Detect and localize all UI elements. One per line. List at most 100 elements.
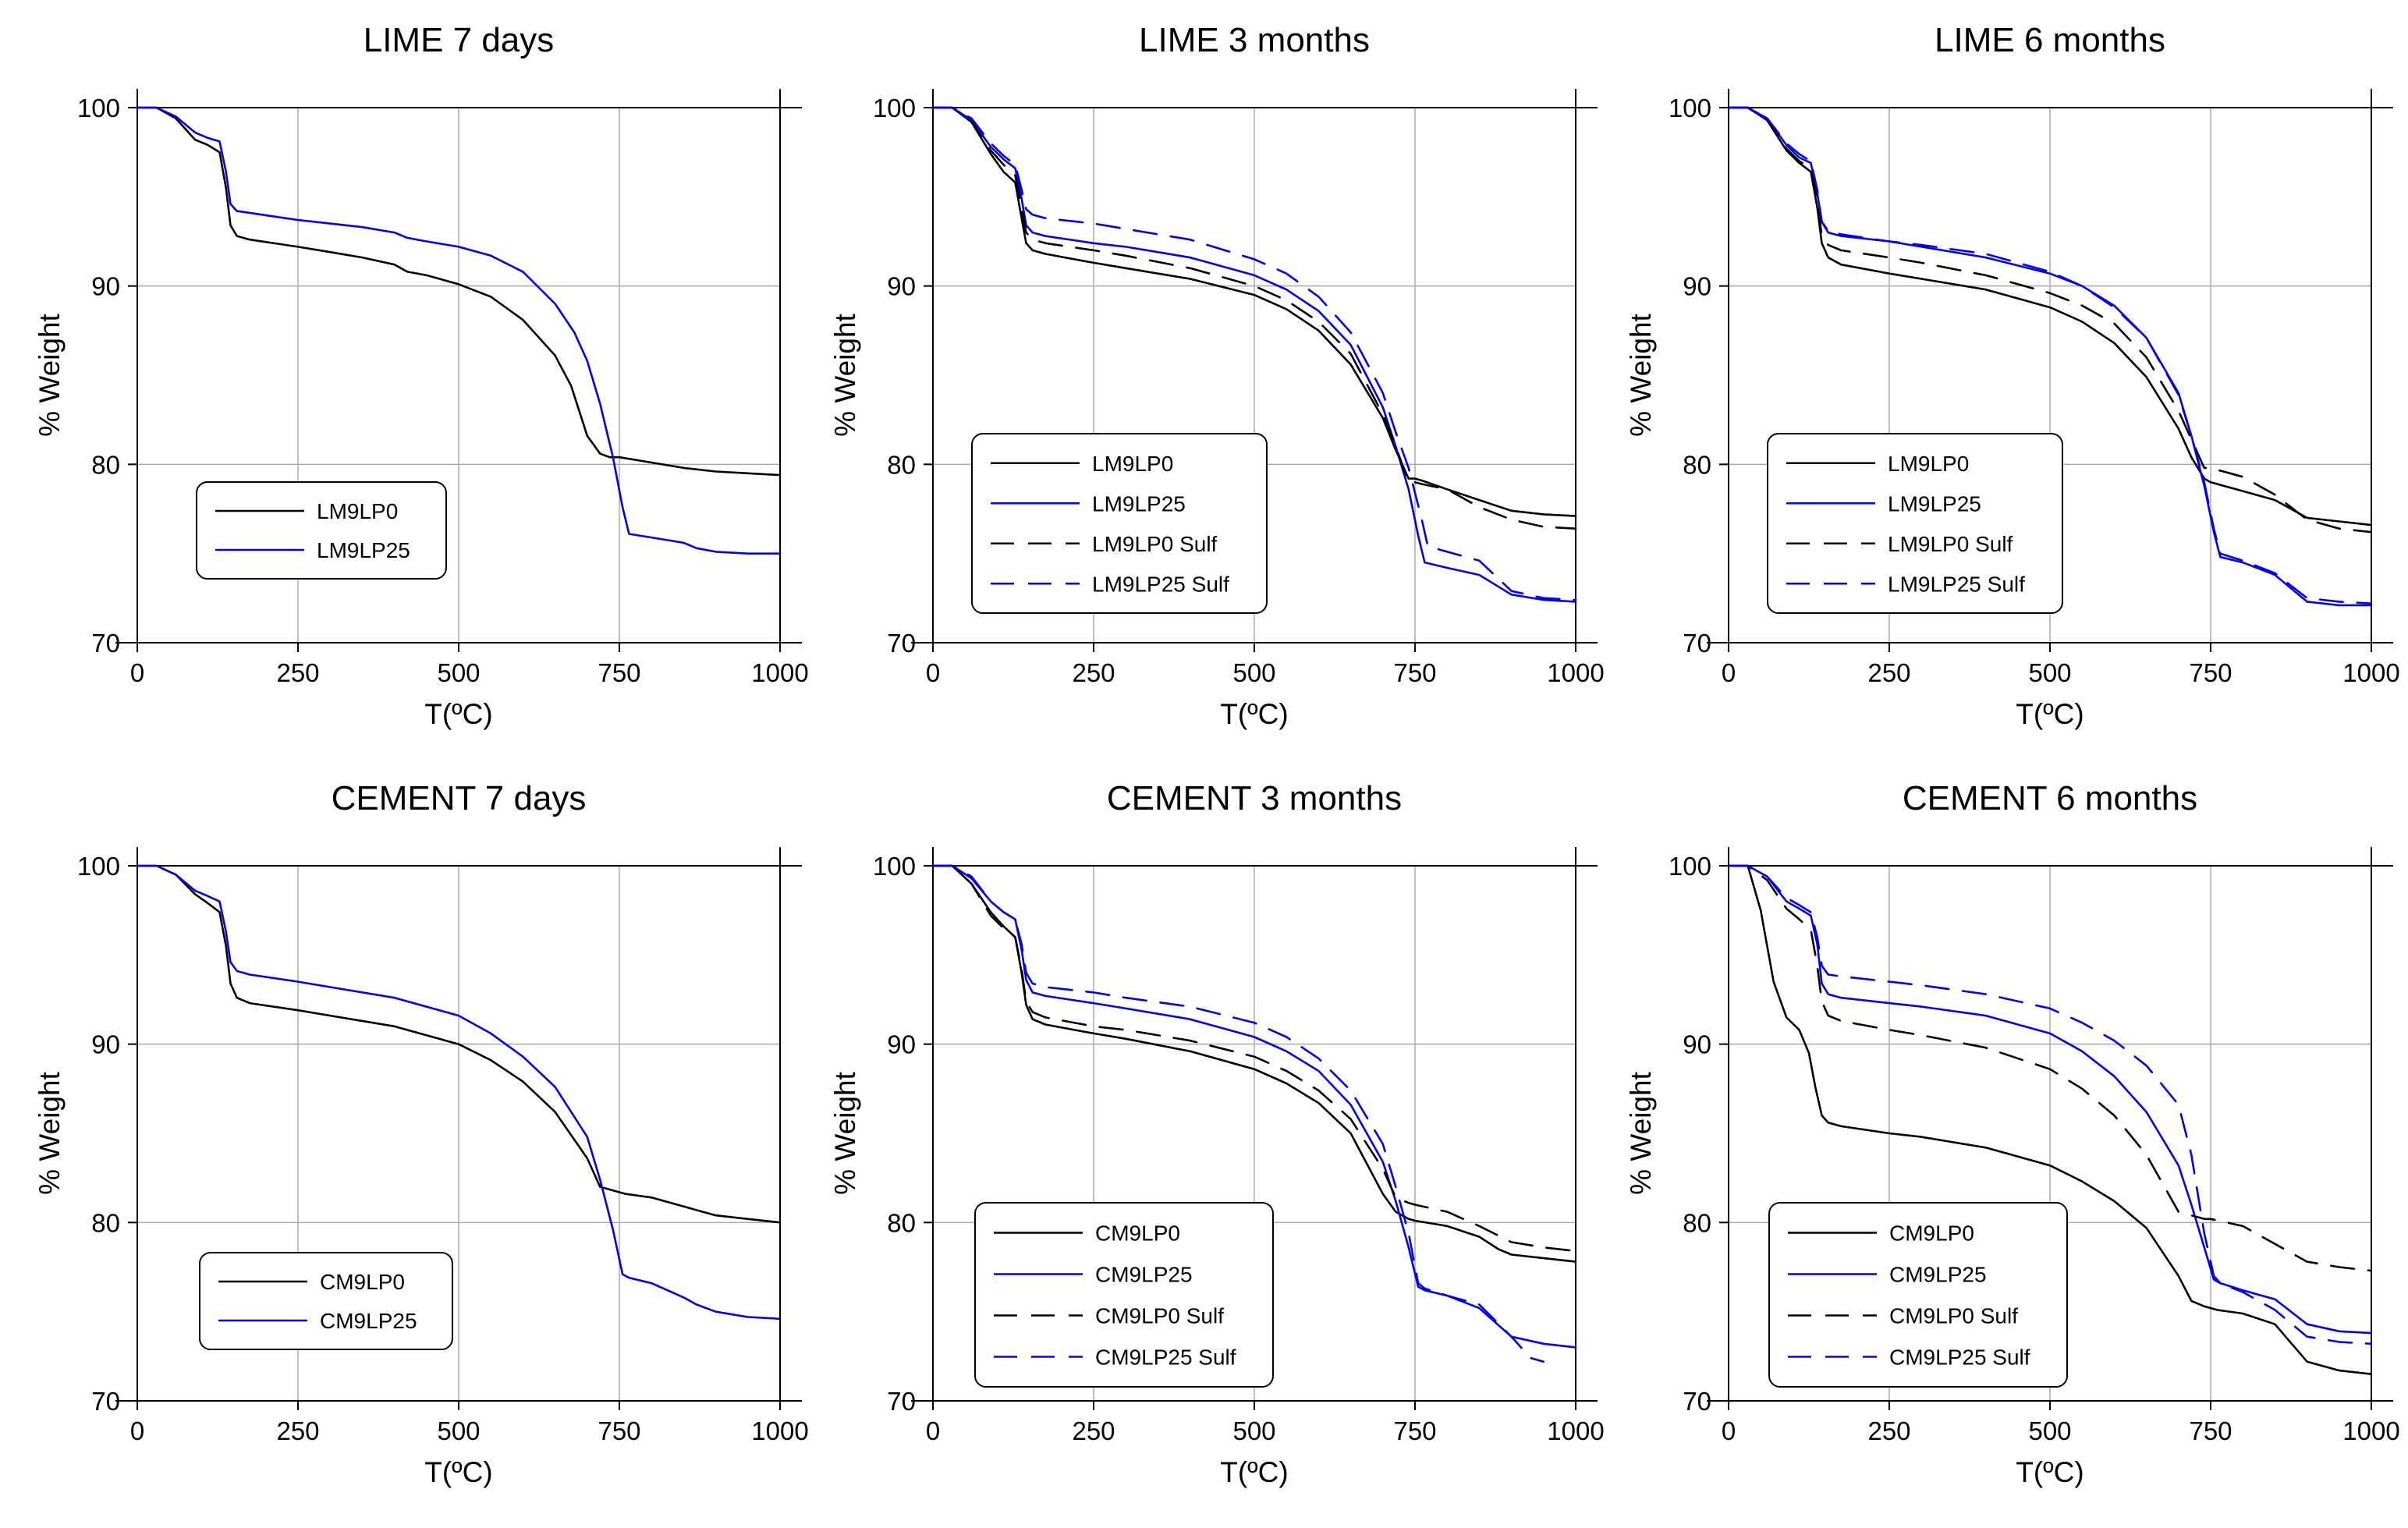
chart-panel-3: 0 250 500 750 1000 70 80 90 100 LIME 6 months T(ºC… xyxy=(1625,21,2400,730)
y-axis-label: % Weight xyxy=(1625,313,1657,436)
y-tick-label: 80 xyxy=(1683,450,1711,479)
chart-panel-2: 0 250 500 750 1000 70 80 90 100 LIME 3 months T(ºC… xyxy=(829,21,1605,730)
x-tick-label: 750 xyxy=(1393,1416,1436,1445)
y-tick-label: 100 xyxy=(77,94,120,122)
x-tick-label: 500 xyxy=(437,658,480,687)
x-axis-label: T(ºC) xyxy=(2016,698,2084,730)
y-axis-label: % Weight xyxy=(34,313,66,436)
legend-label: LM9LP0 xyxy=(1888,452,1969,476)
chart-title: LIME 7 days xyxy=(364,21,555,59)
y-tick-label: 90 xyxy=(1683,272,1711,301)
x-tick-label: 0 xyxy=(1722,1416,1736,1445)
x-tick-label: 0 xyxy=(926,658,940,687)
x-tick-label: 500 xyxy=(2028,1416,2071,1445)
y-tick-label: 90 xyxy=(91,272,120,301)
x-tick-label: 750 xyxy=(2189,1416,2232,1445)
x-axis-label: T(ºC) xyxy=(1220,698,1288,730)
chart-panel-4: 0 250 500 750 1000 70 80 90 100 CEMENT 7 days T(ºC… xyxy=(34,779,809,1488)
x-axis-label: T(ºC) xyxy=(2016,1456,2084,1488)
legend-label: CM9LP0 xyxy=(1095,1221,1180,1246)
legend-label: LM9LP25 xyxy=(1092,491,1186,516)
chart-panel-5: 0 250 500 750 1000 70 80 90 100 CEMENT 3 months T(… xyxy=(829,779,1605,1488)
x-tick-label: 0 xyxy=(1722,658,1736,687)
x-tick-label: 500 xyxy=(2028,658,2071,687)
x-tick-label: 750 xyxy=(2189,658,2232,687)
y-tick-label: 90 xyxy=(91,1030,120,1059)
chart-title: CEMENT 3 months xyxy=(1107,779,1402,817)
legend-label: CM9LP0 xyxy=(1889,1221,1974,1246)
legend-label: CM9LP0 Sulf xyxy=(1889,1304,2018,1328)
series-line-2 xyxy=(931,106,1577,603)
y-tick-label: 80 xyxy=(887,450,916,479)
y-tick-label: 100 xyxy=(873,94,916,122)
y-tick-label: 70 xyxy=(887,629,916,658)
y-tick-label: 80 xyxy=(887,1208,916,1237)
legend-label: CM9LP0 Sulf xyxy=(1095,1304,1224,1328)
legend-label: LM9LP25 xyxy=(317,538,410,562)
y-tick-label: 90 xyxy=(887,272,916,301)
x-tick-label: 500 xyxy=(1232,1416,1275,1445)
series-line-4 xyxy=(1727,864,2373,1345)
chart-panel-1: 0 250 500 750 1000 70 80 90 100 LIME 7 days T(ºC)%… xyxy=(34,21,809,730)
y-tick-label: 70 xyxy=(887,1387,916,1416)
series-line-4 xyxy=(931,864,1545,1363)
legend-label: CM9LP25 xyxy=(1095,1263,1193,1287)
y-tick-label: 90 xyxy=(1683,1030,1711,1059)
legend-box xyxy=(974,1202,1274,1388)
y-tick-label: 70 xyxy=(1683,629,1711,658)
x-axis-label: T(ºC) xyxy=(424,698,492,730)
x-tick-label: 1000 xyxy=(2342,658,2399,687)
chart-title: CEMENT 7 days xyxy=(332,779,587,817)
legend-label: LM9LP0 Sulf xyxy=(1092,532,1218,556)
x-tick-label: 250 xyxy=(1867,1416,1910,1445)
chart-title: LIME 6 months xyxy=(1935,21,2165,59)
x-tick-label: 1000 xyxy=(1547,1416,1604,1445)
y-axis-label: % Weight xyxy=(829,1071,861,1194)
legend-label: LM9LP0 xyxy=(1092,452,1173,476)
series-line-2 xyxy=(136,864,782,1321)
y-axis-label: % Weight xyxy=(1625,1071,1657,1194)
legend-box xyxy=(199,1252,453,1350)
series-line-3 xyxy=(1727,864,2373,1272)
chart-panel-6: 0 250 500 750 1000 70 80 90 100 CEMENT 6 months T(… xyxy=(1625,779,2400,1488)
y-tick-label: 70 xyxy=(91,629,120,658)
series-line-2 xyxy=(1727,864,2373,1335)
series-line-4 xyxy=(931,106,1577,601)
x-tick-label: 250 xyxy=(276,1416,319,1445)
x-axis-label: T(ºC) xyxy=(1220,1456,1288,1488)
series-line-1 xyxy=(1727,106,2373,526)
x-tick-label: 750 xyxy=(598,658,640,687)
x-tick-label: 1000 xyxy=(2342,1416,2399,1445)
legend-label: LM9LP25 Sulf xyxy=(1092,572,1229,596)
y-axis-label: % Weight xyxy=(829,313,861,436)
series-line-3 xyxy=(931,106,1577,530)
y-tick-label: 80 xyxy=(1683,1208,1711,1237)
y-tick-label: 80 xyxy=(91,1208,120,1237)
legend-label: CM9LP25 xyxy=(320,1309,417,1333)
y-tick-label: 70 xyxy=(91,1387,120,1416)
x-tick-label: 500 xyxy=(437,1416,480,1445)
y-tick-label: 70 xyxy=(1683,1387,1711,1416)
legend-label: CM9LP25 Sulf xyxy=(1889,1345,2030,1370)
series-line-1 xyxy=(136,864,782,1224)
y-tick-label: 100 xyxy=(1669,852,1711,881)
legend-box xyxy=(1767,433,2063,614)
y-axis-label: % Weight xyxy=(34,1071,66,1194)
x-tick-label: 0 xyxy=(130,658,144,687)
series-line-2 xyxy=(136,106,782,555)
x-tick-label: 0 xyxy=(926,1416,940,1445)
x-tick-label: 250 xyxy=(1867,658,1910,687)
x-tick-label: 250 xyxy=(276,658,319,687)
legend-label: LM9LP0 Sulf xyxy=(1888,532,2013,556)
series-line-1 xyxy=(1727,864,2373,1375)
y-tick-label: 100 xyxy=(873,852,916,881)
legend-label: CM9LP0 xyxy=(320,1270,405,1294)
series-line-4 xyxy=(1727,106,2373,605)
y-tick-label: 90 xyxy=(887,1030,916,1059)
x-tick-label: 750 xyxy=(1393,658,1436,687)
y-tick-label: 100 xyxy=(1669,94,1711,122)
series-line-3 xyxy=(1727,106,2373,534)
y-tick-label: 100 xyxy=(77,852,120,881)
x-tick-label: 1000 xyxy=(751,658,808,687)
